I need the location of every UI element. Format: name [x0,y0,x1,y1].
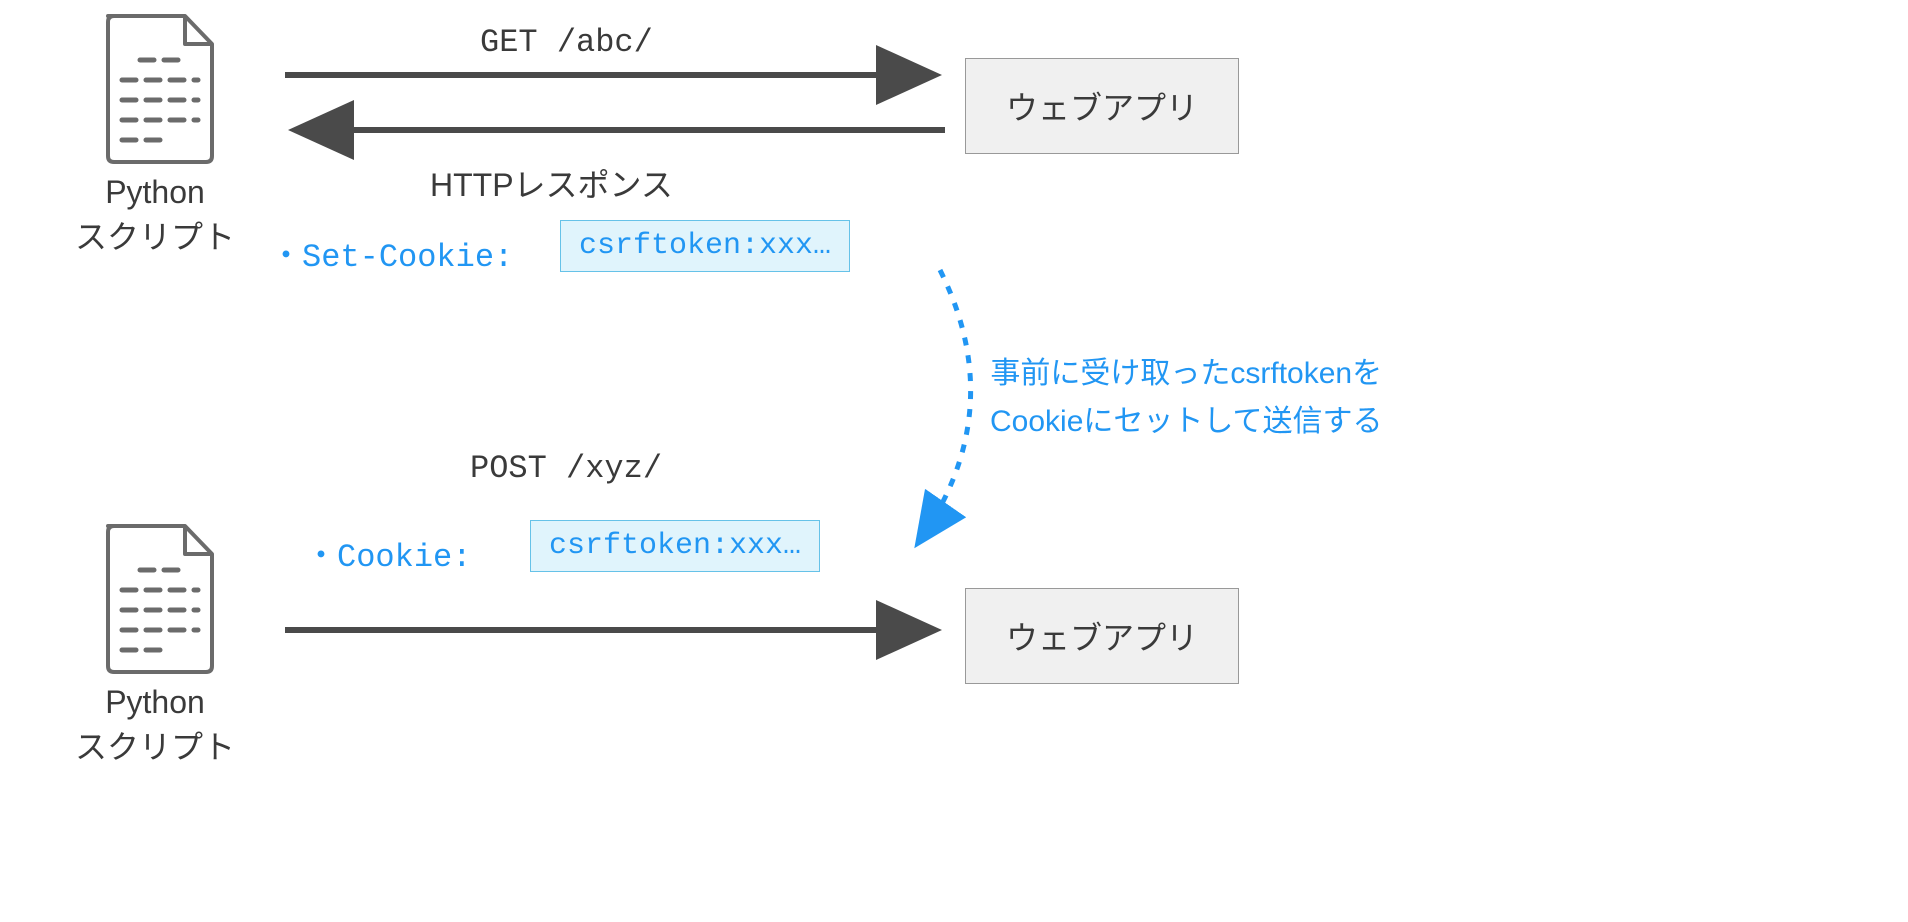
csrf-flow-diagram: Python スクリプト GET /abc/ HTTPレスポンス ・Set-Co… [0,0,1908,922]
post-request-label: POST /xyz/ [470,450,662,487]
diagram-svg [0,0,1908,922]
cookie-prefix: ・Cookie: [305,530,471,576]
python-script-icon-top [108,16,212,162]
csrf-token-flow-arrow [920,270,971,540]
webapp-box-bottom: ウェブアプリ [965,588,1239,684]
webapp-box-top: ウェブアプリ [965,58,1239,154]
csrf-token-value-top: csrftoken:xxx… [560,220,850,272]
python-script-label-bottom: Python スクリプト [75,680,235,770]
python-script-label-top: Python スクリプト [75,170,235,260]
set-cookie-prefix: ・Set-Cookie: [270,230,513,276]
get-request-label: GET /abc/ [480,24,653,61]
csrf-token-value-bottom: csrftoken:xxx… [530,520,820,572]
python-script-icon-bottom [108,526,212,672]
http-response-label: HTTPレスポンス [430,160,673,206]
csrf-annotation: 事前に受け取ったcsrftokenを Cookieにセットして送信する [990,350,1382,446]
